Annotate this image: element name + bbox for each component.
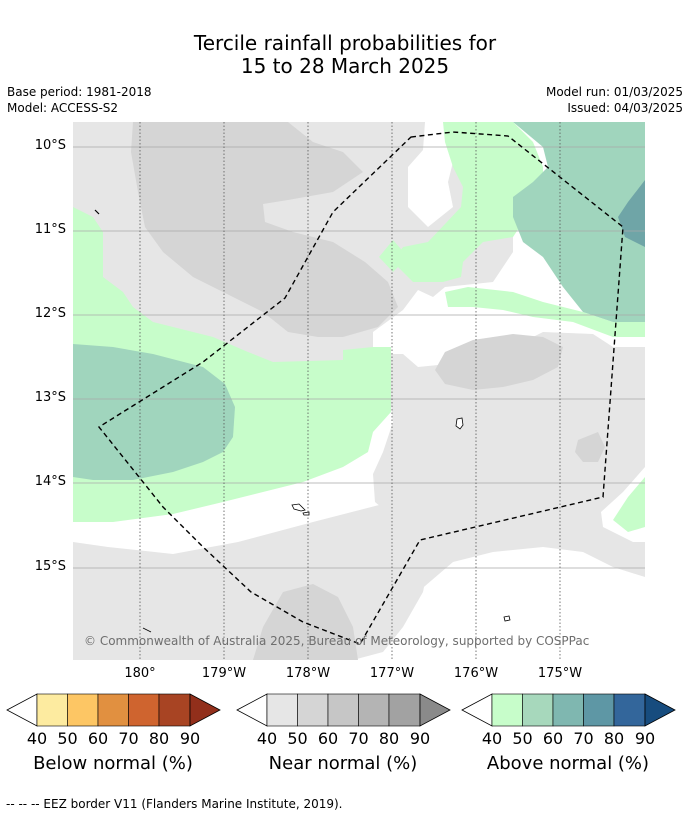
lat-label: 12°S (34, 306, 66, 321)
island-outlines (142, 417, 511, 633)
colorbar-tick: 70 (118, 729, 139, 748)
lon-label: 180° (124, 666, 156, 681)
colorbar-tick: 80 (148, 729, 170, 748)
colorbar-tick: 40 (256, 729, 278, 748)
colorbar-segment (358, 693, 390, 727)
colorbar-tick: 50 (57, 729, 78, 748)
colorbar-segment (236, 693, 268, 727)
colorbar-segment (644, 693, 676, 727)
colorbar-tick: 70 (348, 729, 369, 748)
island (142, 627, 152, 633)
colorbar-near-normal (236, 693, 451, 727)
colorbar-title-near: Near normal (%) (268, 753, 418, 774)
colorbar-segment (388, 693, 421, 727)
colorbar-tick: 40 (26, 729, 48, 748)
colorbar-tick: 80 (378, 729, 400, 748)
lat-label: 14°S (34, 474, 66, 489)
colorbar-tick: 60 (542, 729, 564, 748)
lon-label: 179°W (201, 666, 247, 681)
colorbar-tick: 90 (409, 729, 431, 748)
colorbar-title-below: Below normal (%) (33, 753, 193, 774)
near-normal-50-regions (131, 122, 605, 660)
colorbar-tick: 60 (87, 729, 109, 748)
colorbar-segment (128, 693, 160, 727)
rainfall-map (73, 122, 645, 660)
lon-label: 176°W (453, 666, 499, 681)
model-run-date: Model run: 01/03/2025 (545, 85, 683, 99)
island (503, 615, 511, 622)
lat-label: 15°S (34, 559, 66, 574)
colorbar-segment (583, 693, 615, 727)
model-name: Model: ACCESS-S2 (7, 101, 119, 115)
island (291, 503, 306, 512)
lat-label: 13°S (34, 390, 66, 405)
latitude-gridlines (73, 146, 645, 569)
lon-label: 175°W (537, 666, 583, 681)
colorbar-segment (67, 693, 99, 727)
colorbar-segment (461, 693, 493, 727)
colorbar-segment (327, 693, 359, 727)
above-normal-60-region (618, 180, 645, 247)
colorbar-segment (6, 693, 38, 727)
lon-label: 177°W (369, 666, 415, 681)
colorbar-tick: 60 (317, 729, 339, 748)
colorbar-segment (266, 693, 298, 727)
issued-date: Issued: 04/03/2025 (567, 101, 683, 115)
colorbar-title-above: Above normal (%) (486, 753, 650, 774)
eez-border-legend: -- -- -- EEZ border V11 (Flanders Marine… (6, 797, 343, 811)
colorbar-segment (297, 693, 329, 727)
above-normal-50-regions (73, 122, 645, 480)
lon-label: 178°W (285, 666, 331, 681)
island (455, 417, 464, 430)
colorbar-tick: 40 (481, 729, 503, 748)
colorbar-segment (419, 693, 451, 727)
base-period: Base period: 1981-2018 (7, 85, 152, 99)
colorbar-below-normal (6, 693, 221, 727)
colorbar-tick: 90 (179, 729, 201, 748)
colorbar-tick: 50 (287, 729, 308, 748)
colorbar-segment (189, 693, 221, 727)
colorbar-tick: 50 (512, 729, 533, 748)
colorbar-segment (158, 693, 191, 727)
colorbar-segment (522, 693, 554, 727)
colorbar-segment (491, 693, 523, 727)
colorbar-tick: 90 (634, 729, 656, 748)
colorbar-segment (613, 693, 646, 727)
copyright-notice: © Commonwealth of Australia 2025, Bureau… (84, 634, 590, 648)
lat-label: 10°S (34, 138, 66, 153)
eez-border-fragment (94, 209, 100, 215)
map-title-line2: 15 to 28 March 2025 (240, 54, 450, 78)
colorbar-segment (97, 693, 129, 727)
map-title-line1: Tercile rainfall probabilities for (193, 31, 497, 55)
colorbar-tick: 70 (573, 729, 594, 748)
island (302, 511, 310, 516)
colorbar-segment (36, 693, 68, 727)
longitude-gridlines (139, 122, 561, 660)
eez-border (97, 131, 624, 645)
colorbar-segment (552, 693, 584, 727)
colorbar-above-normal (461, 693, 676, 727)
lat-label: 11°S (34, 222, 66, 237)
colorbar-tick: 80 (603, 729, 625, 748)
